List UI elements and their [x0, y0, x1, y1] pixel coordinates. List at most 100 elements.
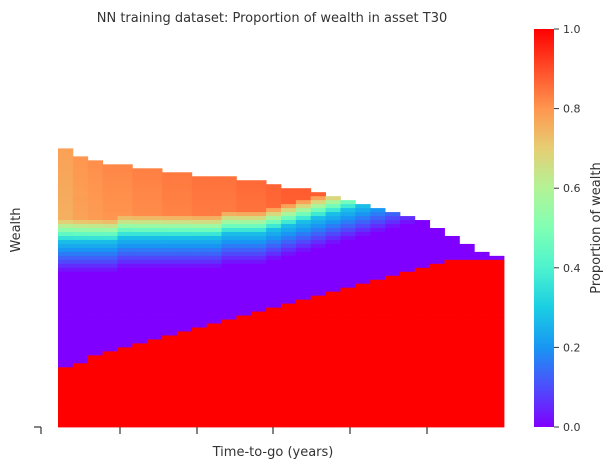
- heatmap-cell: [147, 279, 163, 285]
- heatmap-cell: [281, 200, 297, 205]
- heatmap-cell: [474, 371, 490, 376]
- heatmap-cell: [102, 172, 118, 177]
- heatmap-cell: [385, 224, 401, 229]
- heatmap-cell: [206, 291, 222, 297]
- heatmap-cell: [355, 363, 371, 368]
- heatmap-cell: [58, 220, 74, 225]
- heatmap-cell: [102, 267, 118, 273]
- heatmap-cell: [310, 212, 326, 217]
- heatmap-cell: [102, 339, 118, 344]
- heatmap-cell: [102, 243, 118, 249]
- heatmap-cell: [117, 279, 133, 285]
- heatmap-cell: [87, 235, 103, 241]
- heatmap-cell: [72, 259, 89, 265]
- heatmap-cell: [295, 403, 312, 408]
- heatmap-cell: [206, 231, 222, 237]
- heatmap-cell: [281, 263, 297, 269]
- heatmap-cell: [281, 196, 297, 201]
- heatmap-cell: [206, 307, 222, 312]
- heatmap-cell: [102, 220, 118, 225]
- heatmap-cell: [206, 196, 222, 201]
- heatmap-cell: [251, 423, 267, 428]
- heatmap-cell: [385, 279, 401, 285]
- heatmap-cell: [147, 291, 163, 297]
- heatmap-cell: [162, 275, 178, 281]
- heatmap-cell: [191, 208, 208, 213]
- heatmap-cell: [281, 188, 297, 193]
- heatmap-cell: [102, 251, 118, 257]
- heatmap-cell: [147, 407, 163, 412]
- heatmap-cell: [117, 251, 133, 257]
- heatmap-cell: [295, 196, 312, 201]
- heatmap-cell: [414, 243, 431, 249]
- heatmap-cell: [474, 399, 490, 404]
- heatmap-cell: [459, 243, 475, 249]
- heatmap-cell: [370, 319, 386, 324]
- heatmap-cell: [58, 247, 74, 253]
- heatmap-cell: [147, 399, 163, 404]
- heatmap-cell: [340, 323, 356, 328]
- heatmap-cell: [221, 224, 237, 229]
- heatmap-cell: [355, 403, 371, 408]
- heatmap-cell: [281, 220, 297, 225]
- heatmap-cell: [340, 367, 356, 372]
- heatmap-cell: [266, 347, 282, 352]
- heatmap-cell: [162, 255, 178, 261]
- heatmap-cell: [355, 259, 371, 265]
- heatmap-cell: [102, 327, 118, 332]
- heatmap-cell: [340, 303, 356, 308]
- heatmap-cell: [176, 220, 193, 225]
- heatmap-cell: [310, 235, 326, 241]
- heatmap-cell: [132, 176, 148, 181]
- heatmap-cell: [340, 263, 356, 269]
- heatmap-cell: [191, 355, 208, 360]
- heatmap-cell: [340, 363, 356, 368]
- heatmap-cell: [340, 383, 356, 388]
- heatmap-cell: [310, 231, 326, 237]
- heatmap-cell: [87, 395, 103, 400]
- heatmap-cell: [87, 327, 103, 332]
- heatmap-cell: [385, 359, 401, 364]
- heatmap-cell: [325, 407, 341, 412]
- heatmap-cell: [399, 291, 416, 297]
- heatmap-cell: [58, 347, 74, 352]
- heatmap-cell: [444, 391, 460, 396]
- heatmap-cell: [266, 383, 282, 388]
- heatmap-cell: [355, 291, 371, 297]
- heatmap-cell: [191, 347, 208, 352]
- heatmap-cell: [266, 279, 282, 285]
- heatmap-cell: [385, 355, 401, 360]
- heatmap-cell: [370, 335, 386, 340]
- heatmap-cell: [266, 387, 282, 392]
- heatmap-cell: [310, 339, 326, 344]
- heatmap-cell: [72, 156, 89, 161]
- heatmap-cell: [444, 359, 460, 364]
- heatmap-cell: [251, 243, 267, 249]
- heatmap-cell: [191, 319, 208, 324]
- heatmap-cell: [251, 371, 267, 376]
- heatmap-cell: [147, 339, 163, 344]
- heatmap-cell: [399, 231, 416, 237]
- heatmap-cell: [266, 399, 282, 404]
- heatmap-cell: [399, 387, 416, 392]
- heatmap-cell: [310, 415, 326, 420]
- heatmap-cell: [147, 228, 163, 233]
- heatmap-cell: [251, 331, 267, 336]
- heatmap-cell: [147, 220, 163, 225]
- heatmap-cell: [355, 383, 371, 388]
- heatmap-cell: [266, 231, 282, 237]
- heatmap-cell: [206, 267, 222, 273]
- heatmap-cell: [385, 415, 401, 420]
- heatmap-cell: [310, 295, 326, 301]
- heatmap-cell: [58, 423, 74, 428]
- heatmap-cell: [385, 331, 401, 336]
- heatmap-cell: [176, 192, 193, 197]
- heatmap-cell: [87, 371, 103, 376]
- heatmap-cell: [340, 319, 356, 324]
- colorbar-tick-label: 0.6: [563, 182, 581, 195]
- heatmap-cell: [310, 319, 326, 324]
- heatmap-cell: [340, 411, 356, 416]
- heatmap-cell: [58, 271, 74, 277]
- heatmap-cell: [162, 307, 178, 312]
- heatmap-cell: [414, 259, 431, 265]
